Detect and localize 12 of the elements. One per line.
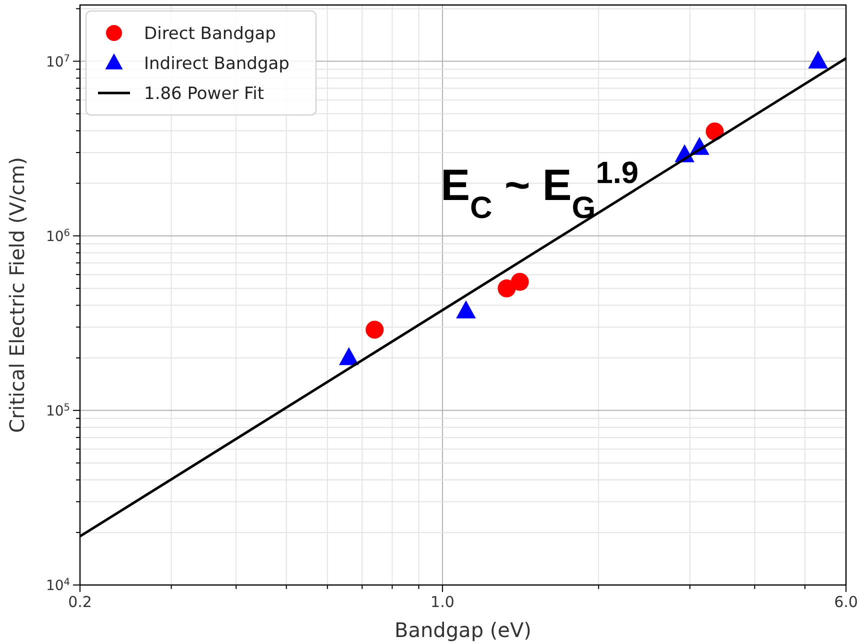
x-tick-label: 6.0 <box>834 593 858 611</box>
legend-label: Indirect Bandgap <box>144 54 290 74</box>
x-tick-label: 1.0 <box>430 593 454 611</box>
y-axis-title: Critical Electric Field (V/cm) <box>5 157 29 433</box>
y-tick-label: 10$^{5}$ <box>46 402 70 420</box>
y-tick-label: 10$^{7}$ <box>46 52 70 70</box>
x-tick-label: 0.2 <box>68 593 92 611</box>
y-tick-label: 10$^{4}$ <box>46 576 70 594</box>
legend-label: 1.86 Power Fit <box>144 84 264 104</box>
legend-label: Direct Bandgap <box>144 24 276 44</box>
x-axis-title: Bandgap (eV) <box>394 618 532 642</box>
y-tick-label: 10$^{6}$ <box>46 227 70 245</box>
